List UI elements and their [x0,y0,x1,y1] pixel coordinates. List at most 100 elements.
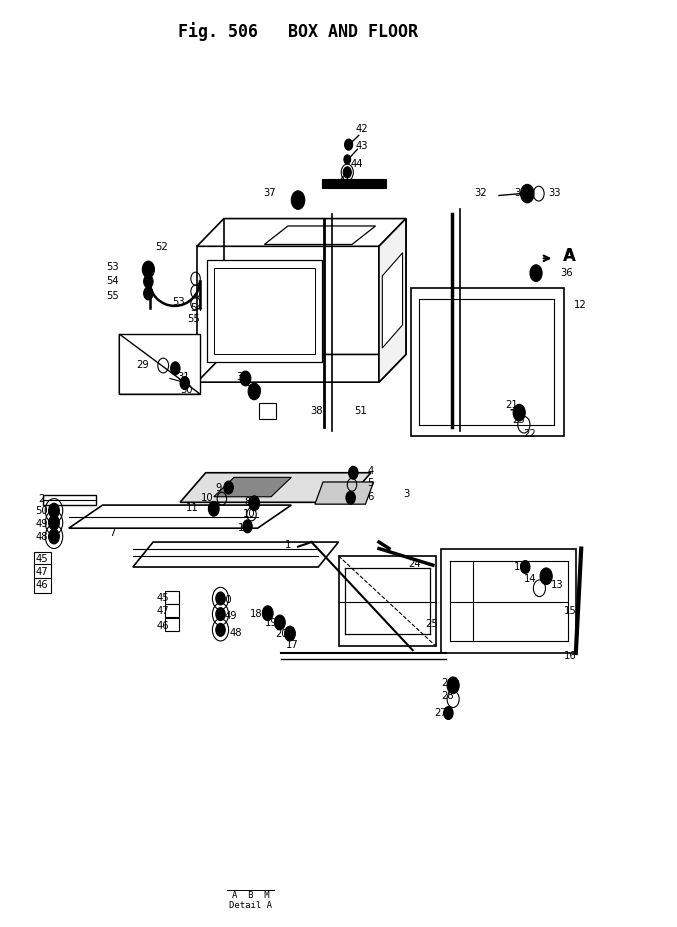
Polygon shape [197,219,406,247]
Circle shape [291,191,305,210]
Text: 27: 27 [435,708,447,718]
Text: 43: 43 [356,142,368,151]
Text: 53: 53 [106,261,119,272]
Polygon shape [119,334,200,394]
Text: 20: 20 [275,629,288,639]
Text: 11: 11 [185,502,198,513]
Text: 15: 15 [563,606,576,616]
Text: 46: 46 [157,621,169,631]
Text: 7: 7 [110,527,116,538]
Circle shape [49,503,60,518]
Text: 21: 21 [506,400,518,411]
Text: 51: 51 [354,406,367,416]
Bar [259,402,276,419]
Circle shape [243,520,253,533]
Text: 16: 16 [563,651,576,661]
Text: A: A [567,251,573,261]
Text: 25: 25 [425,619,438,629]
Text: 12: 12 [573,299,586,310]
Circle shape [443,706,453,719]
Text: 55: 55 [106,291,119,301]
Polygon shape [43,495,95,505]
Text: 6: 6 [368,491,374,502]
Text: 10: 10 [200,492,213,502]
Text: Detail A: Detail A [230,901,272,909]
Text: 48: 48 [230,628,242,638]
Text: 2: 2 [39,493,45,503]
Circle shape [521,184,534,203]
Text: 42: 42 [356,124,368,133]
Polygon shape [338,556,436,646]
Text: 54: 54 [191,303,203,313]
Circle shape [49,515,60,530]
Text: 30: 30 [181,385,193,395]
Text: A: A [563,248,576,265]
Text: 40: 40 [250,387,263,397]
Polygon shape [441,549,576,653]
Text: 10: 10 [243,509,256,519]
Bar [34,552,51,567]
Text: 46: 46 [35,580,48,590]
Text: 14: 14 [525,574,537,584]
Text: 39: 39 [236,372,249,382]
Text: 36: 36 [560,268,573,278]
Circle shape [216,608,225,620]
Circle shape [180,376,190,389]
Text: 37: 37 [263,187,276,197]
Text: 11: 11 [238,523,250,533]
Text: 18: 18 [250,609,263,619]
Circle shape [447,677,459,693]
Circle shape [344,155,351,164]
Circle shape [49,529,60,544]
Text: 53: 53 [173,297,185,307]
Text: 45: 45 [35,553,48,564]
Circle shape [343,167,351,178]
Polygon shape [119,334,200,394]
Text: 34: 34 [515,187,527,197]
Text: 1: 1 [285,540,291,550]
Circle shape [142,261,154,278]
Text: 55: 55 [187,314,200,324]
Circle shape [248,383,260,400]
Text: 24: 24 [408,559,421,569]
Text: A  B  M: A B M [232,891,269,899]
Circle shape [240,371,251,386]
Text: 26: 26 [441,678,454,688]
Bar [34,578,51,593]
Polygon shape [207,260,322,362]
Circle shape [284,626,295,641]
Circle shape [171,362,180,375]
Text: 45: 45 [157,592,169,603]
Text: 17: 17 [286,640,299,650]
Text: 47: 47 [157,606,169,616]
Text: Fig. 506   BOX AND FLOOR: Fig. 506 BOX AND FLOOR [178,21,418,41]
Polygon shape [214,268,315,354]
Text: 38: 38 [311,406,323,416]
Text: 33: 33 [548,187,561,197]
Bar [165,604,179,617]
Text: 54: 54 [106,275,119,286]
Text: 32: 32 [474,187,486,197]
Circle shape [249,496,259,511]
Circle shape [216,592,225,605]
Circle shape [144,275,153,288]
Circle shape [209,502,219,516]
Text: 29: 29 [137,360,150,370]
Text: 31: 31 [177,372,190,382]
Text: 9: 9 [215,483,221,492]
Polygon shape [322,179,386,188]
Circle shape [216,623,225,636]
Text: 48: 48 [36,532,48,542]
Polygon shape [264,226,376,245]
Text: 19: 19 [265,618,278,629]
Bar [165,617,179,630]
Polygon shape [180,473,371,502]
Polygon shape [197,354,406,382]
Text: 28: 28 [441,692,454,702]
Circle shape [540,568,552,585]
Text: 8: 8 [244,497,250,507]
Circle shape [513,404,525,421]
Text: 41: 41 [339,176,351,185]
Circle shape [274,616,285,629]
Bar [34,565,51,579]
